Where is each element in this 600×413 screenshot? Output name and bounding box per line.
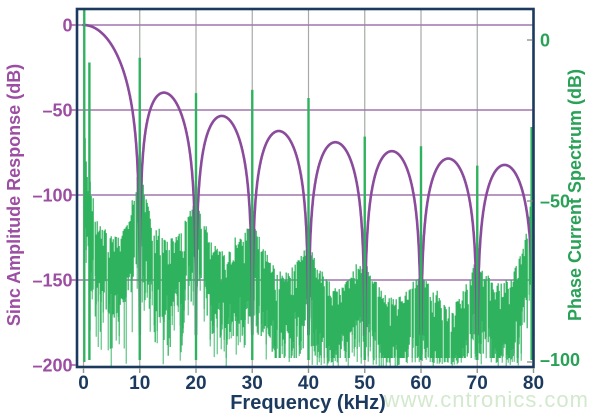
right-tick-label: –100 (540, 350, 580, 370)
right-tick-label: 0 (540, 31, 550, 51)
x-tick-label: 40 (298, 373, 319, 394)
x-tick-label: 0 (78, 373, 89, 394)
left-tick-label: –100 (32, 186, 72, 206)
left-tick-label: 0 (62, 16, 72, 36)
x-tick-label: 10 (129, 373, 150, 394)
left-tick-label: –150 (32, 271, 72, 291)
left-tick-label: –50 (42, 101, 72, 121)
right-axis-title: Phase Current Spectrum (dB) (565, 69, 585, 321)
plot-border (75, 7, 535, 369)
x-tick-labels: 0 10 20 30 40 50 60 70 80 (78, 373, 544, 394)
watermark: www.cntronics.com (383, 387, 589, 412)
left-axis-title: Sinc Amplitude Response (dB) (4, 64, 24, 326)
right-tick-label: –50 (540, 192, 570, 212)
left-tick-labels: 0 –50 –100 –150 –200 (32, 16, 72, 376)
right-tick-labels: 0 –50 –100 (540, 31, 580, 371)
x-tick-label: 70 (467, 373, 488, 394)
x-tick-label: 20 (185, 373, 206, 394)
x-axis-title: Frequency (kHz) (230, 392, 386, 413)
harmonic-spikes (83, 10, 533, 362)
x-tick-label: 50 (354, 373, 375, 394)
left-tick-label: –200 (32, 356, 72, 376)
x-tick-label: 80 (523, 373, 544, 394)
x-tick-label: 30 (242, 373, 263, 394)
tick-marks (70, 24, 535, 373)
x-tick-label: 60 (410, 373, 431, 394)
